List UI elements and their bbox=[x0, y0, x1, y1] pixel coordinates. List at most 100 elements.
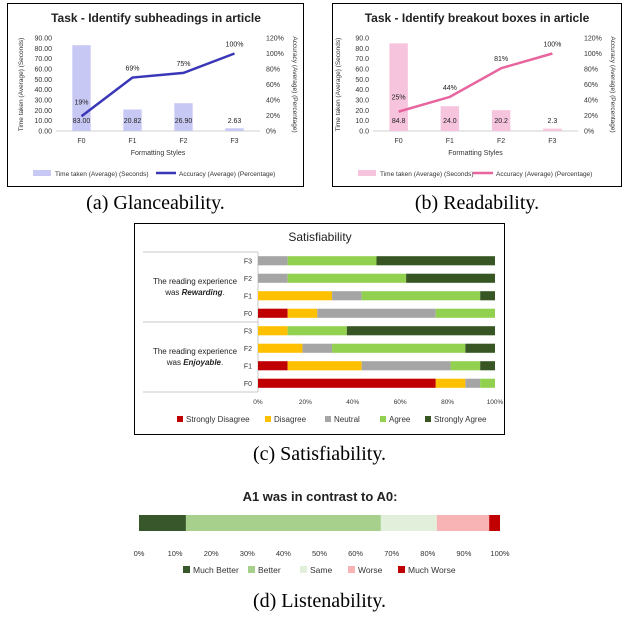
x-tick-label: F0 bbox=[395, 138, 403, 145]
time-bar bbox=[72, 45, 91, 131]
segment-strongly-disagree bbox=[258, 378, 436, 388]
row-label: F2 bbox=[244, 346, 252, 353]
group-label-emphasis: Rewarding bbox=[182, 288, 223, 297]
y-tick-label: 70.00 bbox=[34, 56, 52, 63]
accuracy-value-label: 75% bbox=[176, 61, 190, 68]
accuracy-value-label: 100% bbox=[226, 42, 244, 49]
chart-title: A1 was in contrast to A0: bbox=[243, 489, 398, 504]
segment-disagree bbox=[287, 361, 362, 371]
segment-neutral bbox=[317, 308, 436, 318]
y-tick-label: 0.00 bbox=[38, 129, 52, 136]
x-tick-label: 20% bbox=[204, 549, 219, 558]
x-tick-label: F3 bbox=[230, 138, 238, 145]
x-axis-title: Formatting Styles bbox=[448, 150, 503, 157]
legend-swatch bbox=[265, 416, 271, 422]
y-tick-label: 40.00 bbox=[34, 87, 52, 94]
y-tick-label: 40.0 bbox=[355, 87, 369, 94]
glanceability-panel: Task - Identify subheadings in article 0.… bbox=[7, 3, 304, 187]
segment-disagree bbox=[258, 326, 288, 336]
y2-tick-label: 0% bbox=[584, 129, 594, 136]
x-tick-label: F1 bbox=[446, 138, 454, 145]
y-tick-label: 50.00 bbox=[34, 77, 52, 84]
x-tick-label: 60% bbox=[348, 549, 363, 558]
y2-tick-label: 100% bbox=[266, 51, 284, 58]
y2-tick-label: 0% bbox=[266, 129, 276, 136]
y2-tick-label: 60% bbox=[266, 82, 280, 89]
x-tick-label: 20% bbox=[299, 399, 312, 406]
y2-tick-label: 20% bbox=[266, 113, 280, 120]
segment-disagree bbox=[258, 291, 333, 301]
caption-readability: (b) Readability. bbox=[414, 192, 540, 214]
segment-agree bbox=[332, 343, 466, 353]
y-tick-label: 20.0 bbox=[355, 108, 369, 115]
group-label-line2: was Enjoyable. bbox=[166, 358, 223, 367]
segment-agree bbox=[287, 326, 347, 336]
legend-label: Strongly Disagree bbox=[186, 415, 250, 424]
caption-listenability: (d) Listenability. bbox=[252, 590, 387, 612]
segment-strongly-agree bbox=[480, 361, 495, 371]
group-label-suffix: . bbox=[223, 288, 225, 297]
segment-neutral bbox=[465, 378, 481, 388]
accuracy-line bbox=[398, 52, 553, 113]
y-tick-label: 10.0 bbox=[355, 118, 369, 125]
bar-value-label: 26.90 bbox=[175, 118, 193, 125]
x-tick-label: F0 bbox=[77, 138, 85, 145]
legend-label-time: Time taken (Average) (Seconds) bbox=[380, 171, 474, 178]
segment-strongly-agree bbox=[346, 326, 495, 336]
accuracy-value-label: 81% bbox=[494, 56, 508, 63]
x-tick-label: 0% bbox=[253, 399, 263, 406]
x-tick-label: 30% bbox=[240, 549, 255, 558]
y2-tick-label: 40% bbox=[584, 98, 598, 105]
legend-swatch bbox=[248, 566, 255, 573]
y-tick-label: 80.0 bbox=[355, 46, 369, 53]
row-label: F3 bbox=[244, 258, 252, 265]
bar-value-label: 2.63 bbox=[228, 118, 242, 125]
x-tick-label: 40% bbox=[276, 549, 291, 558]
y2-tick-label: 80% bbox=[266, 67, 280, 74]
x-tick-label: 50% bbox=[312, 549, 327, 558]
bar-value-label: 20.2 bbox=[494, 118, 508, 125]
y2-tick-label: 20% bbox=[584, 113, 598, 120]
legend-label: Agree bbox=[389, 415, 411, 424]
legend-swatch bbox=[325, 416, 331, 422]
y-tick-label: 70.0 bbox=[355, 56, 369, 63]
chart-title: Satisfiability bbox=[288, 230, 351, 244]
time-bar bbox=[491, 110, 511, 131]
group-label-prefix: was bbox=[164, 288, 181, 297]
group-label-line1: The reading experience bbox=[153, 347, 238, 356]
x-tick-label: 0% bbox=[134, 549, 145, 558]
y-tick-label: 90.00 bbox=[34, 36, 52, 43]
x-tick-label: F3 bbox=[548, 138, 556, 145]
accuracy-value-label: 44% bbox=[443, 85, 457, 92]
y-tick-label: 30.0 bbox=[355, 98, 369, 105]
segment-agree bbox=[287, 273, 407, 283]
y-tick-label: 90.0 bbox=[355, 36, 369, 43]
legend-label: Worse bbox=[358, 565, 383, 575]
segment-strongly-disagree bbox=[258, 361, 288, 371]
x-tick-label: 70% bbox=[384, 549, 399, 558]
time-bar bbox=[123, 109, 142, 131]
legend-swatch bbox=[300, 566, 307, 573]
x-tick-label: 90% bbox=[456, 549, 471, 558]
group-label-prefix: was bbox=[166, 358, 183, 367]
x-tick-label: 80% bbox=[441, 399, 454, 406]
y2-tick-label: 120% bbox=[266, 36, 284, 43]
segment-strongly-agree bbox=[465, 343, 495, 353]
legend-swatch bbox=[177, 416, 183, 422]
segment-same bbox=[380, 515, 437, 531]
y-axis-title: Time taken (Average) (Seconds) bbox=[335, 38, 342, 132]
x-tick-label: F1 bbox=[128, 138, 136, 145]
x-tick-label: 100% bbox=[490, 549, 510, 558]
segment-agree bbox=[435, 308, 495, 318]
segment-neutral bbox=[258, 256, 288, 266]
chart-title: Task - Identify subheadings in article bbox=[51, 11, 261, 25]
bar-value-label: 20.82 bbox=[124, 118, 142, 125]
y-tick-label: 20.00 bbox=[34, 108, 52, 115]
legend-label: Strongly Agree bbox=[434, 415, 487, 424]
legend-label: Same bbox=[310, 565, 332, 575]
group-label-emphasis: Enjoyable bbox=[183, 358, 221, 367]
bar-value-label: 84.8 bbox=[392, 118, 406, 125]
segment-agree bbox=[287, 256, 377, 266]
y2-axis-title: Accuracy (Average) (Percentage) bbox=[291, 36, 298, 132]
satisfiability-chart: Satisfiability F3 F2 F1 F0 F3 F2 F1 F0 The readin… bbox=[143, 230, 504, 424]
